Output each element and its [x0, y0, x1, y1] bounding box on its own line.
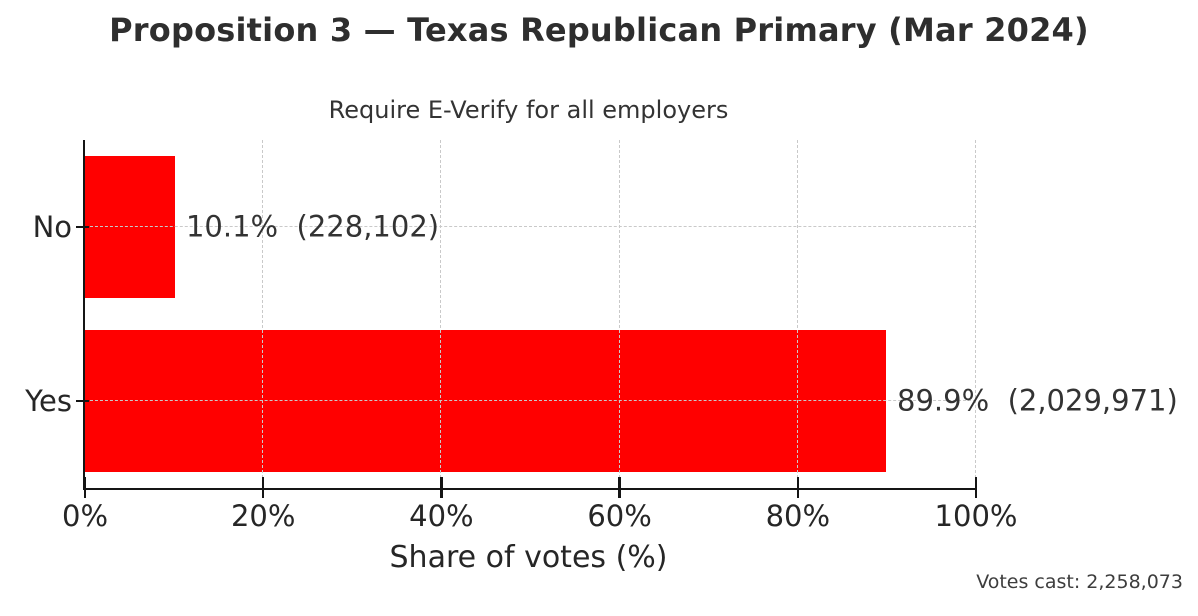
x-tick-label: 0%	[61, 499, 109, 533]
vertical-gridline	[975, 140, 976, 488]
x-tick-label: 20%	[230, 499, 296, 533]
x-axis-tick	[440, 476, 443, 498]
x-tick-label: 80%	[765, 499, 831, 533]
x-tick-label: 60%	[587, 499, 652, 533]
x-axis-tick	[261, 476, 265, 498]
x-axis-tick	[796, 476, 800, 498]
y-axis-tick	[76, 399, 89, 403]
bar-value-label: 89.9% (2,029,971)	[897, 383, 1178, 418]
x-axis-tick	[974, 476, 978, 498]
chart-subtitle: Require E-Verify for all employers	[328, 96, 729, 124]
bar-value-label: 10.1% (228,102)	[185, 209, 440, 244]
vertical-gridline	[618, 140, 620, 488]
y-tick-label: No	[32, 210, 72, 244]
horizontal-gridline	[85, 226, 976, 227]
x-axis-tick	[618, 476, 621, 498]
y-tick-label: Yes	[25, 384, 72, 418]
plot-area: 0% 20% 40% 60% 80% 100% No 10.1% (228,102) Yes 89…	[25, 140, 1178, 533]
vertical-gridline	[440, 140, 442, 488]
vertical-gridline	[262, 140, 264, 488]
x-tick-label: 40%	[409, 499, 474, 533]
x-tick-label: 100%	[934, 499, 1018, 533]
vertical-gridline	[796, 140, 798, 488]
y-axis-tick	[76, 225, 89, 229]
chart-title: Proposition 3 — Texas Republican Primary…	[109, 11, 1089, 49]
x-axis-label: Share of votes (%)	[389, 540, 668, 575]
bar-yes	[85, 330, 886, 472]
bar-no	[85, 156, 175, 298]
x-axis-tick	[83, 476, 87, 498]
horizontal-gridline	[85, 400, 976, 401]
votes-cast-footnote: Votes cast: 2,258,073	[976, 571, 1183, 593]
